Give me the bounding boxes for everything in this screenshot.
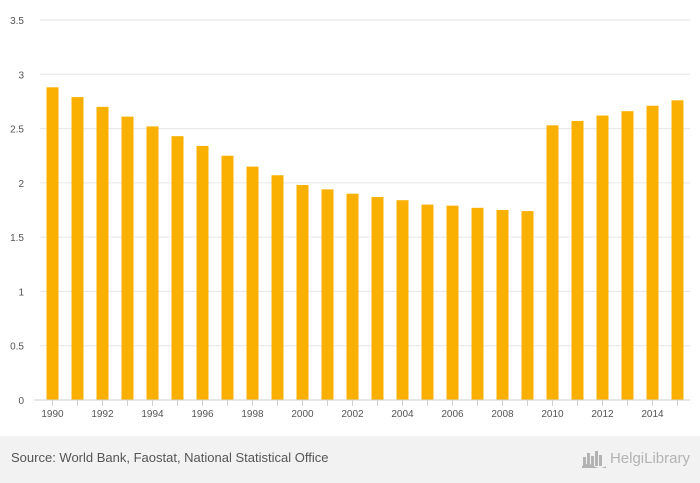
- bar-1993: [121, 116, 134, 400]
- y-tick-label: 0.5: [10, 342, 24, 353]
- bar-1991: [71, 97, 84, 400]
- bar-2010: [546, 125, 559, 401]
- bar-2001: [321, 189, 334, 400]
- bar-chart: 0 0.5 1 1.5 2 2.5 3 3.5 1990 1992 1994 1996 1998 2000…: [10, 16, 690, 420]
- bar-2008: [496, 210, 509, 400]
- x-tick-label: 2014: [641, 409, 664, 420]
- city-skyline-icon: [581, 451, 606, 468]
- x-tick-label: 2008: [491, 409, 514, 420]
- bar-1996: [196, 145, 209, 400]
- x-tick-label: 2010: [541, 409, 564, 420]
- x-tick-label: 2002: [341, 409, 364, 420]
- x-tick-label: 1990: [41, 409, 64, 420]
- bar-2007: [471, 207, 484, 400]
- y-tick-label: 0: [18, 396, 24, 407]
- bar-2009: [521, 211, 534, 400]
- bar-2012: [596, 115, 609, 401]
- x-tick-label: 1992: [91, 409, 114, 420]
- x-tick-label: 2004: [391, 409, 414, 420]
- source-note: Source: World Bank, Faostat, National St…: [11, 450, 329, 465]
- x-tick-label: 1996: [191, 409, 214, 420]
- x-tick-label: 2012: [591, 409, 614, 420]
- bar-1997: [221, 155, 234, 400]
- y-tick-label: 3.5: [10, 16, 24, 27]
- x-tick-label: 2000: [291, 409, 314, 420]
- bar-1994: [146, 126, 159, 401]
- bar-2015: [671, 100, 684, 400]
- brand-name: HelgiLibrary: [609, 449, 690, 467]
- bar-1999: [271, 175, 284, 400]
- bar-1992: [96, 106, 109, 400]
- y-tick-label: 3: [18, 70, 24, 81]
- bar-1990: [46, 87, 59, 401]
- bar-2013: [621, 111, 634, 400]
- x-tick-label: 2006: [441, 409, 464, 420]
- bar-2003: [371, 196, 384, 400]
- y-tick-label: 2.5: [10, 125, 24, 136]
- bar-1998: [246, 166, 259, 400]
- bar-2014: [646, 105, 659, 401]
- bar-2006: [446, 205, 459, 400]
- x-tick-label: 1994: [141, 409, 164, 420]
- bar-2002: [346, 193, 359, 400]
- bar-2004: [396, 200, 409, 400]
- bar-1995: [171, 136, 184, 400]
- chart-footer: Source: World Bank, Faostat, National St…: [0, 436, 700, 483]
- y-tick-label: 1: [18, 287, 24, 298]
- y-tick-label: 1.5: [10, 233, 24, 244]
- brand-logo[interactable]: HelgiLibrary: [581, 448, 690, 468]
- bar-2000: [296, 185, 309, 400]
- x-tick-label: 1998: [241, 409, 264, 420]
- y-tick-label: 2: [18, 179, 24, 190]
- bar-2011: [571, 120, 584, 400]
- bar-2005: [421, 204, 434, 400]
